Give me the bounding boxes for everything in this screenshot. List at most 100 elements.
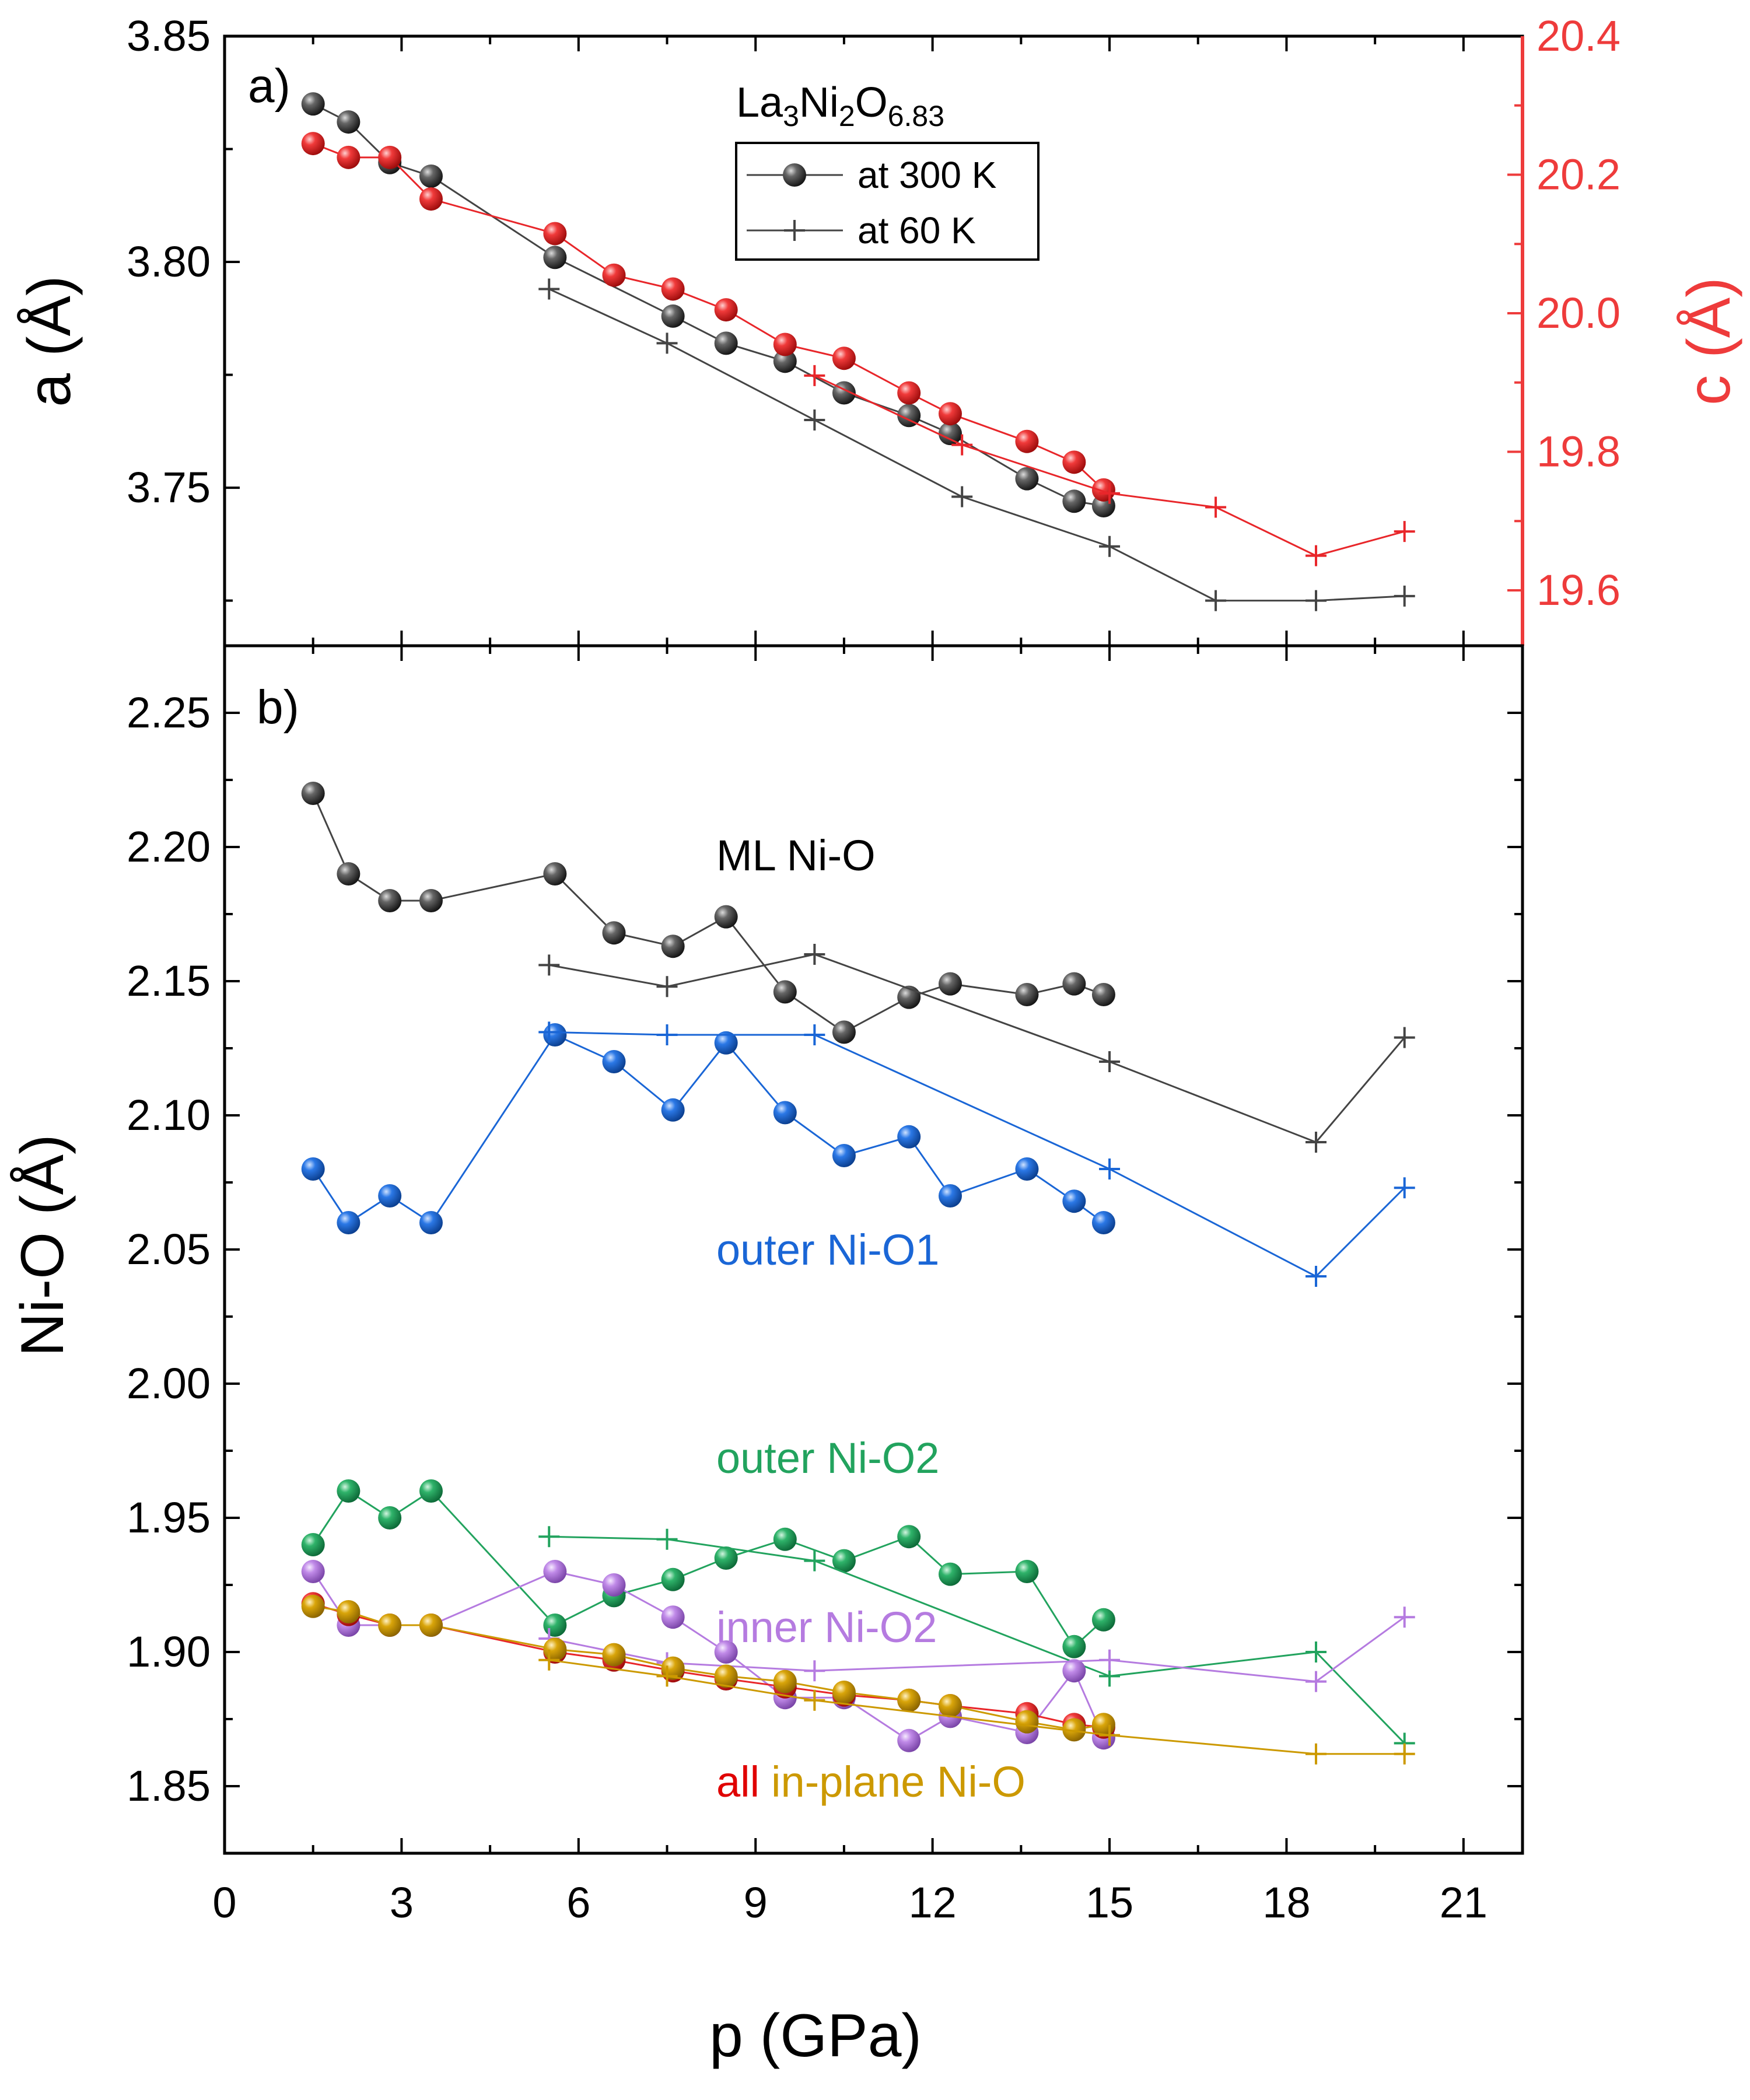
point-outer-ni-o2-300-k: [543, 1614, 567, 1637]
point-a-at-300-k: [337, 110, 360, 134]
point-a-at-300-k: [419, 164, 443, 188]
label-all-in-plane: all in-plane Ni-O: [716, 1758, 1026, 1806]
point-inner-ni-o2-300-k: [897, 1728, 921, 1752]
point-c-at-60-k: [951, 434, 973, 456]
series-line-inner-ni-o2-300-k: [312, 1570, 1105, 1742]
point-inner-ni-o2-300-k: [1062, 1659, 1086, 1683]
point-a-at-300-k: [773, 349, 797, 373]
c-y-tick-label: 20.0: [1536, 289, 1620, 337]
b-y-tick-label: 2.05: [127, 1225, 211, 1273]
panel-a: 3.75 3.80 3.85 19.6 19.8 20.0 20.2 20.4 a) La3N…: [16, 12, 1743, 648]
point-ml-ni-o-300-k: [714, 905, 738, 929]
point-in-plane-ni-o-300-k: [773, 1670, 797, 1693]
legend-box: [735, 142, 1040, 261]
point-ml-ni-o-300-k: [832, 1020, 856, 1044]
title-la: La: [736, 79, 783, 126]
point-c-at-300-k: [661, 277, 685, 301]
b-y-tick-label: 2.25: [127, 688, 211, 737]
legend: at 300 K at 60 K: [735, 142, 1040, 261]
point-in-plane-ni-o-300-k: [337, 1600, 360, 1623]
point-a-at-60-k: [1394, 585, 1415, 607]
c-y-tick-label: 20.2: [1536, 150, 1620, 199]
legend-label-300k: at 300 K: [858, 154, 996, 196]
point-in-plane-ni-o-300-k: [378, 1614, 402, 1637]
point-outer-ni-o1-60-k: [1099, 1158, 1121, 1180]
label-outer-ni-o1: outer Ni-O1: [716, 1226, 939, 1274]
label-outer-ni-o2: outer Ni-O2: [716, 1434, 939, 1482]
a-y-tick-label: 3.85: [127, 12, 211, 60]
point-in-plane-ni-o-60-k: [804, 1689, 825, 1711]
point-inner-ni-o2-60-k: [1394, 1606, 1415, 1628]
point-ml-ni-o-60-k: [1099, 1051, 1121, 1072]
point-outer-ni-o2-300-k: [1062, 1634, 1086, 1658]
label-all: all: [716, 1758, 760, 1806]
point-inner-ni-o2-300-k: [301, 1560, 325, 1583]
point-ml-ni-o-300-k: [301, 782, 325, 805]
point-a-at-60-k: [1099, 536, 1121, 557]
point-outer-ni-o1-300-k: [378, 1184, 402, 1208]
point-ml-ni-o-300-k: [543, 862, 567, 886]
c-y-tick-label: 20.4: [1536, 12, 1620, 60]
point-inner-ni-o2-300-k: [602, 1573, 626, 1597]
point-c-at-300-k: [337, 145, 360, 169]
point-outer-ni-o1-60-k: [1306, 1266, 1327, 1287]
point-inner-ni-o2-300-k: [661, 1605, 685, 1629]
series-line-outer-ni-o1-60-k: [549, 1031, 1405, 1278]
point-outer-ni-o2-300-k: [773, 1527, 797, 1551]
x-tick-label: 15: [1086, 1878, 1133, 1927]
point-outer-ni-o2-300-k: [301, 1533, 325, 1556]
point-c-at-300-k: [419, 187, 443, 211]
a-axis-label: a (Å): [16, 275, 83, 407]
point-ml-ni-o-300-k: [1091, 983, 1115, 1006]
point-in-plane-ni-o-300-k: [938, 1694, 962, 1717]
point-outer-ni-o2-300-k: [1091, 1608, 1115, 1632]
panel-b-series: [301, 782, 1415, 1765]
point-inner-ni-o2-300-k: [543, 1560, 567, 1583]
point-in-plane-ni-o-60-k: [656, 1665, 678, 1687]
a-y-tick-label: 3.80: [127, 237, 211, 286]
point-a-at-300-k: [897, 404, 921, 428]
b-y-tick-label: 2.15: [127, 957, 211, 1005]
point-in-plane-ni-o-300-k: [419, 1614, 443, 1637]
point-c-at-300-k: [378, 145, 402, 169]
panel-a-ticks: 3.75 3.80 3.85 19.6 19.8 20.0 20.2 20.4: [127, 12, 1620, 646]
point-outer-ni-o1-300-k: [301, 1157, 325, 1181]
point-c-at-300-k: [832, 346, 856, 370]
point-outer-ni-o1-60-k: [656, 1024, 678, 1045]
title-sub-3: 3: [783, 100, 799, 132]
point-outer-ni-o1-60-k: [538, 1021, 560, 1043]
nio-axis-label: Ni-O (Å): [9, 1134, 76, 1356]
point-outer-ni-o2-300-k: [661, 1567, 685, 1591]
point-outer-ni-o1-300-k: [714, 1031, 738, 1055]
point-in-plane-ni-o-300-k: [301, 1594, 325, 1618]
point-c-at-60-k: [1394, 521, 1415, 542]
series-line-outer-ni-o2-60-k: [549, 1535, 1405, 1744]
b-y-tick-label: 1.85: [127, 1762, 211, 1810]
point-a-at-300-k: [1062, 489, 1086, 513]
label-ml-ni-o: ML Ni-O: [716, 831, 876, 880]
point-ml-ni-o-300-k: [378, 889, 402, 912]
point-ml-ni-o-300-k: [938, 972, 962, 996]
b-y-tick-label: 2.00: [127, 1359, 211, 1408]
c-y-tick-label: 19.6: [1536, 566, 1620, 614]
point-outer-ni-o1-300-k: [897, 1125, 921, 1149]
point-a-at-300-k: [714, 331, 738, 355]
point-c-at-300-k: [1091, 478, 1115, 502]
title-sub-2: 2: [839, 100, 855, 132]
point-a-at-60-k: [804, 409, 825, 430]
point-outer-ni-o1-300-k: [1015, 1157, 1039, 1181]
point-a-at-300-k: [661, 304, 685, 328]
point-in-plane-ni-o-300-k: [897, 1688, 921, 1712]
title-sub-683: 6.83: [888, 100, 944, 132]
point-outer-ni-o1-300-k: [938, 1184, 962, 1208]
point-in-plane-ni-o-300-k: [543, 1637, 567, 1661]
point-ml-ni-o-300-k: [661, 935, 685, 958]
point-outer-ni-o1-300-k: [543, 1023, 567, 1046]
b-y-tick-label: 2.10: [127, 1091, 211, 1139]
point-a-at-300-k: [543, 246, 567, 270]
point-in-plane-ni-o-60-k: [1394, 1743, 1415, 1765]
b-y-tick-label: 1.95: [127, 1493, 211, 1542]
x-axis-label: p (GPa): [709, 2002, 922, 2070]
point-outer-ni-o1-300-k: [419, 1211, 443, 1234]
point-in-plane-ni-o-60-k: [1306, 1743, 1327, 1765]
